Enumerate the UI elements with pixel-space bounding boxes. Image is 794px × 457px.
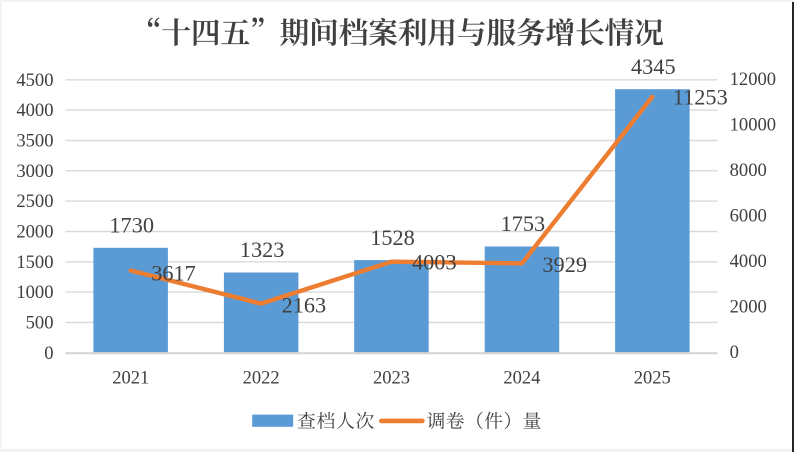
- svg-text:11253: 11253: [673, 84, 728, 109]
- svg-text:4500: 4500: [16, 70, 53, 91]
- svg-text:2500: 2500: [16, 191, 53, 212]
- svg-text:2025: 2025: [634, 368, 671, 388]
- svg-text:2000: 2000: [730, 297, 767, 318]
- svg-text:3000: 3000: [16, 161, 53, 182]
- svg-text:2000: 2000: [16, 222, 53, 243]
- svg-text:4000: 4000: [730, 251, 767, 272]
- svg-text:3929: 3929: [542, 252, 587, 277]
- svg-text:1528: 1528: [370, 225, 415, 250]
- svg-text:2163: 2163: [282, 292, 327, 317]
- svg-text:500: 500: [26, 313, 54, 334]
- svg-text:6000: 6000: [730, 206, 767, 227]
- svg-text:0: 0: [730, 342, 739, 363]
- svg-text:2024: 2024: [503, 368, 540, 388]
- svg-text:2021: 2021: [112, 368, 149, 388]
- svg-text:3500: 3500: [16, 131, 53, 152]
- svg-text:4345: 4345: [631, 54, 676, 79]
- svg-text:1500: 1500: [16, 252, 53, 273]
- svg-text:2022: 2022: [243, 368, 280, 388]
- svg-text:1730: 1730: [109, 213, 154, 238]
- svg-text:8000: 8000: [730, 160, 767, 181]
- svg-text:12000: 12000: [730, 69, 776, 90]
- svg-text:4000: 4000: [16, 100, 53, 121]
- svg-text:10000: 10000: [730, 115, 776, 136]
- svg-text:3617: 3617: [151, 261, 196, 286]
- svg-text:1323: 1323: [240, 237, 285, 262]
- svg-text:2023: 2023: [373, 368, 410, 388]
- svg-text:0: 0: [44, 343, 53, 364]
- svg-text:1753: 1753: [501, 211, 546, 236]
- svg-text:1000: 1000: [16, 282, 53, 303]
- svg-text:4003: 4003: [412, 250, 457, 275]
